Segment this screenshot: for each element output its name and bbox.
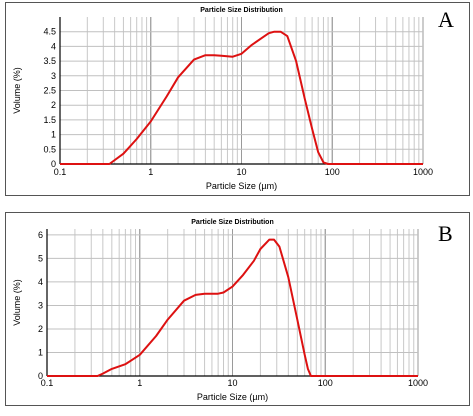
chart-b-svg: 0.1 1 10 100 1000 0 1 2 3 4 5 6 Particle Size Distri… [12, 219, 428, 402]
x-tick-label: 10 [236, 167, 246, 177]
chart-a-svg: 0.1 1 10 100 1000 0 0.5 1 1.5 2 2.5 3 3.5 4 4.5 Particl… [12, 7, 433, 191]
y-tick-label: 0 [38, 371, 43, 381]
x-tick-label: 1000 [413, 167, 433, 177]
x-axis-label: Particle Size (µm) [197, 392, 268, 402]
chart-title: Particle Size Distribution [191, 219, 273, 226]
y-axis-label: Volume (%) [12, 279, 22, 326]
y-axis-label: Volume (%) [12, 67, 22, 114]
y-tick-label: 1.5 [43, 115, 56, 125]
x-tick-label: 0.1 [41, 378, 54, 388]
y-tick-label: 2.5 [43, 86, 56, 96]
y-tick-label: 1 [51, 130, 56, 140]
y-tick-label: 6 [38, 230, 43, 240]
y-tick-label: 4 [38, 277, 43, 287]
y-tick-label: 2 [51, 100, 56, 110]
panel-label-b: B [438, 221, 453, 246]
y-tick-label: 2 [38, 324, 43, 334]
x-tick-label: 0.1 [54, 167, 67, 177]
panel-label-a: A [438, 7, 454, 32]
x-tick-label: 100 [318, 378, 333, 388]
y-tick-label: 0.5 [43, 144, 56, 154]
distribution-line [60, 30, 423, 165]
x-tick-label: 1 [148, 167, 153, 177]
y-tick-label: 3 [51, 71, 56, 81]
y-tick-label: 4 [51, 41, 56, 51]
chart-title: Particle Size Distribution [200, 7, 282, 14]
y-tick-label: 5 [38, 253, 43, 263]
x-tick-label: 10 [227, 378, 237, 388]
x-tick-label: 1000 [408, 378, 428, 388]
y-tick-label: 0 [51, 159, 56, 169]
x-axis-label: Particle Size (µm) [206, 181, 277, 191]
x-tick-label: 1 [137, 378, 142, 388]
chart-panel-a: 0.1 1 10 100 1000 0 0.5 1 1.5 2 2.5 3 3.5 4 4.5 Particl… [5, 2, 470, 196]
distribution-line [47, 238, 418, 377]
y-tick-label: 1 [38, 347, 43, 357]
x-tick-label: 100 [325, 167, 340, 177]
y-tick-label: 3.5 [43, 56, 56, 66]
y-tick-label: 3 [38, 300, 43, 310]
y-tick-label: 4.5 [43, 27, 56, 37]
chart-panel-b: 0.1 1 10 100 1000 0 1 2 3 4 5 6 Particle Size Distri… [5, 212, 470, 406]
